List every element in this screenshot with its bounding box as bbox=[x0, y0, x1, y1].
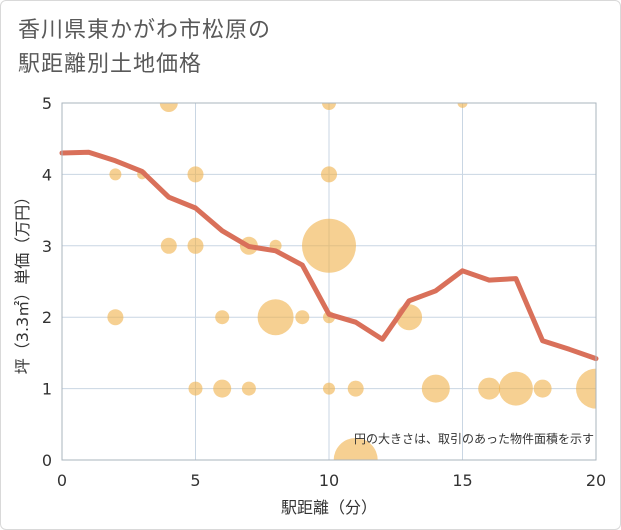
data-bubble bbox=[257, 299, 294, 336]
plot-border bbox=[61, 102, 597, 461]
y-axis-title: 坪（3.3㎡）単価（万円） bbox=[13, 189, 32, 374]
data-bubble bbox=[188, 381, 203, 396]
data-bubble bbox=[213, 379, 232, 398]
data-bubble bbox=[187, 166, 204, 183]
data-bubble bbox=[576, 368, 596, 409]
bubble-layer bbox=[107, 103, 596, 460]
chart-title-line2: 駅距離別土地価格 bbox=[18, 52, 203, 77]
data-bubble bbox=[457, 103, 468, 108]
y-tick-label: 2 bbox=[42, 308, 52, 327]
data-bubble bbox=[241, 381, 256, 396]
y-tick-label: 4 bbox=[42, 165, 52, 184]
data-bubble bbox=[107, 309, 124, 326]
y-tick-label: 3 bbox=[42, 237, 52, 256]
data-bubble bbox=[321, 166, 337, 183]
x-tick-label: 5 bbox=[190, 471, 200, 490]
data-bubble bbox=[478, 377, 501, 400]
y-tick-label: 1 bbox=[42, 380, 52, 399]
x-axis-title: 駅距離（分） bbox=[281, 498, 377, 517]
chart-title-line1: 香川県東かがわ市松原の bbox=[18, 18, 272, 43]
data-bubble bbox=[160, 237, 177, 254]
data-bubble bbox=[215, 310, 230, 325]
line-layer bbox=[59, 149, 599, 362]
data-bubble bbox=[533, 379, 552, 398]
y-tick-label: 5 bbox=[42, 94, 52, 113]
data-bubble bbox=[333, 438, 378, 460]
data-bubble bbox=[159, 103, 178, 112]
x-tick-label: 20 bbox=[586, 471, 606, 490]
plot-frame-layer bbox=[61, 102, 597, 461]
data-bubble bbox=[347, 380, 364, 397]
average-price-line bbox=[59, 149, 599, 362]
data-bubble bbox=[295, 310, 310, 325]
tick-layer: 0 5 10 15 20 0 1 2 3 4 5 bbox=[42, 94, 606, 490]
data-bubble bbox=[498, 371, 533, 406]
x-tick-label: 15 bbox=[452, 471, 472, 490]
data-bubble bbox=[302, 218, 356, 273]
chart-title: 香川県東かがわ市松原の 駅距離別土地価格 bbox=[18, 14, 271, 82]
x-tick-label: 0 bbox=[57, 471, 67, 490]
y-tick-label: 0 bbox=[42, 451, 52, 470]
data-bubble bbox=[109, 168, 122, 181]
data-bubble bbox=[323, 382, 335, 395]
x-tick-label: 10 bbox=[319, 471, 339, 490]
bubble-size-note: 円の大きさは、取引のあった物件面積を示す bbox=[354, 431, 594, 446]
data-bubble bbox=[421, 374, 450, 403]
data-bubble bbox=[322, 103, 336, 110]
data-bubble bbox=[187, 237, 204, 254]
